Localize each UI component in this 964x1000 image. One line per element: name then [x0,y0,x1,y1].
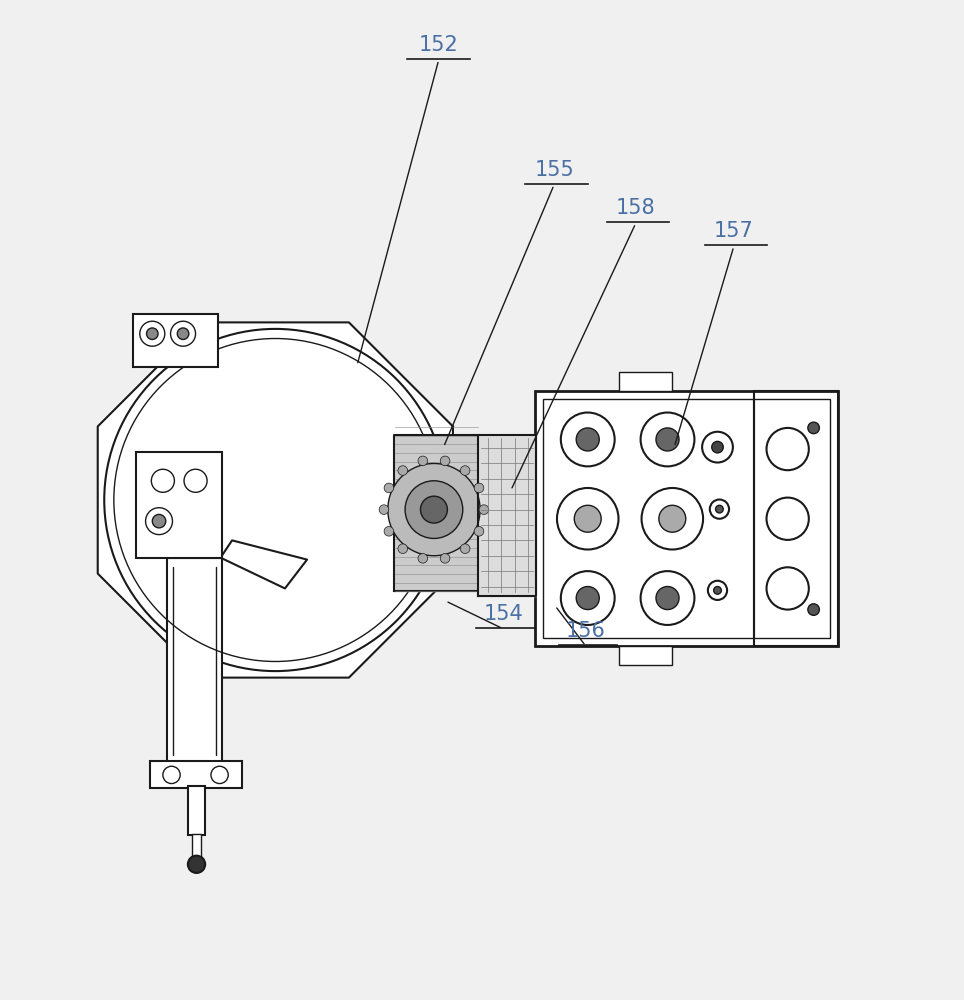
Bar [133,314,218,367]
Circle shape [576,587,600,610]
Bar [192,834,201,858]
Bar [150,761,242,788]
Bar [136,452,223,558]
Circle shape [188,856,205,873]
Text: 155: 155 [534,160,574,180]
Circle shape [460,544,469,553]
Circle shape [379,505,388,514]
Circle shape [479,505,489,514]
Circle shape [713,587,721,594]
Circle shape [576,428,600,451]
Circle shape [398,466,408,475]
Circle shape [384,483,393,493]
Circle shape [405,481,463,538]
Text: 156: 156 [566,621,605,641]
Circle shape [418,554,428,563]
Circle shape [152,514,166,528]
Circle shape [658,505,685,532]
Polygon shape [97,322,453,678]
Circle shape [711,441,723,453]
Circle shape [398,544,408,553]
Circle shape [474,526,484,536]
Bar [167,558,223,764]
Bar [543,399,830,638]
Bar [620,372,672,391]
Circle shape [147,328,158,339]
Circle shape [808,604,819,615]
Bar [535,391,838,646]
Circle shape [384,526,393,536]
Text: 157: 157 [714,221,754,241]
Polygon shape [393,435,480,591]
Polygon shape [221,540,308,588]
Circle shape [715,505,723,513]
Circle shape [104,329,446,671]
Text: 154: 154 [483,604,523,624]
Circle shape [656,587,679,610]
Text: 152: 152 [419,35,459,55]
Text: 158: 158 [616,198,656,218]
Circle shape [418,456,428,466]
Circle shape [460,466,469,475]
Circle shape [177,328,189,339]
Circle shape [388,463,480,556]
Bar [188,786,205,835]
Circle shape [474,483,484,493]
Circle shape [656,428,679,451]
Bar [754,391,838,646]
Circle shape [441,456,450,466]
Circle shape [441,554,450,563]
Circle shape [808,422,819,434]
Polygon shape [478,435,536,596]
Bar [620,646,672,665]
Circle shape [420,496,447,523]
Circle shape [575,505,602,532]
